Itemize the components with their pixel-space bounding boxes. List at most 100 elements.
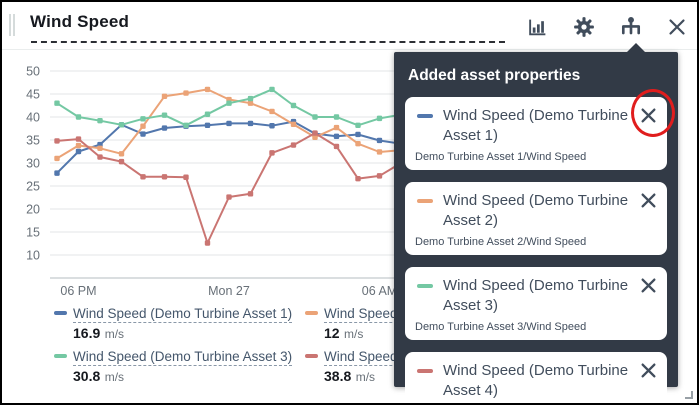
data-point: [54, 155, 60, 162]
data-point: [333, 114, 340, 120]
y-axis-tick-label: 50: [26, 65, 40, 79]
data-point: [269, 150, 275, 156]
data-point: [161, 125, 168, 131]
legend-label[interactable]: Wind Speed (Demo Turbine Asset 3): [73, 349, 293, 366]
data-point: [226, 194, 232, 200]
data-point: [183, 122, 189, 128]
data-point: [183, 90, 189, 96]
data-point: [376, 173, 383, 179]
legend-unit: m/s: [344, 327, 364, 341]
y-axis-tick-label: 25: [26, 180, 40, 194]
resize-handle[interactable]: [685, 391, 693, 399]
remove-property-button[interactable]: [638, 190, 659, 211]
wind-speed-chart[interactable]: 10 15 20 25 30 35 40 45 50 06 PM Mon 27 06 AM: [2, 55, 397, 305]
widget-drag-handle[interactable]: [9, 14, 17, 36]
settings-gear-icon[interactable]: [571, 14, 597, 40]
series-line: [56, 88, 397, 127]
data-point: [355, 122, 361, 128]
data-point: [118, 122, 125, 128]
asset-property-path: Demo Turbine Asset 2/Wind Speed: [415, 236, 587, 248]
data-point: [290, 121, 297, 128]
x-axis-tick-label: Mon 27: [208, 284, 250, 298]
legend-unit: m/s: [104, 370, 125, 384]
data-point: [355, 140, 361, 147]
series-color-dash: [54, 311, 67, 315]
data-point: [376, 137, 383, 144]
data-point: [226, 120, 232, 127]
asset-property-card: Wind Speed (Demo Turbine Asset 4) Demo T…: [405, 352, 667, 403]
series-color-dash: [54, 354, 67, 358]
data-point: [290, 142, 297, 148]
data-point: [75, 148, 82, 155]
data-point: [247, 191, 254, 197]
bar-chart-icon[interactable]: [525, 15, 550, 40]
title-underline: [31, 41, 505, 43]
data-point: [269, 108, 275, 115]
data-point: [97, 154, 103, 160]
close-icon[interactable]: [665, 15, 689, 39]
y-axis-tick-label: 30: [26, 157, 40, 171]
data-point: [247, 95, 254, 102]
widget-title[interactable]: Wind Speed: [30, 12, 130, 31]
series-color-dash: [417, 284, 433, 288]
data-point: [118, 151, 125, 157]
data-point: [140, 123, 146, 129]
data-point: [355, 131, 361, 138]
legend-unit: m/s: [355, 370, 376, 384]
data-point: [376, 149, 383, 155]
data-point: [75, 142, 82, 149]
asset-property-label: Wind Speed (Demo Turbine Asset 3): [443, 277, 629, 314]
data-point: [140, 174, 146, 180]
data-point: [204, 111, 211, 117]
remove-property-button[interactable]: [638, 275, 659, 296]
data-point: [75, 136, 82, 142]
legend-value: 38.8: [324, 368, 352, 384]
remove-property-button[interactable]: [638, 360, 659, 381]
data-point: [183, 174, 189, 180]
data-point: [161, 174, 168, 180]
data-point: [355, 175, 361, 182]
data-point: [269, 86, 275, 93]
series-color-dash: [417, 114, 433, 118]
data-point: [204, 122, 211, 128]
data-point: [312, 134, 318, 140]
data-point: [161, 93, 168, 99]
asset-property-card: Wind Speed (Demo Turbine Asset 2) Demo T…: [405, 182, 667, 255]
series-color-dash: [305, 354, 318, 358]
legend-value: 12: [324, 325, 340, 341]
data-point: [204, 86, 211, 93]
data-point: [333, 124, 340, 131]
x-axis-tick-label: 06 AM: [362, 284, 397, 298]
data-point: [226, 100, 232, 106]
legend-item: Wind Speed (Demo Turbine Asset 3) 30.8 m…: [54, 348, 305, 386]
data-point: [75, 114, 82, 120]
y-axis-tick-label: 10: [26, 249, 40, 263]
asset-property-label: Wind Speed (Demo Turbine Asset 4): [443, 362, 629, 399]
data-point: [54, 100, 60, 106]
data-point: [161, 112, 168, 118]
data-point: [333, 133, 340, 140]
y-axis-tick-label: 15: [26, 226, 40, 240]
series-color-dash: [305, 311, 318, 315]
remove-property-button[interactable]: [638, 105, 659, 126]
asset-property-card: Wind Speed (Demo Turbine Asset 3) Demo T…: [405, 267, 667, 340]
y-axis-tick-label: 45: [26, 88, 40, 102]
asset-tree-icon[interactable]: [618, 14, 644, 40]
data-point: [54, 138, 60, 144]
data-point: [54, 170, 60, 176]
y-axis-tick-label: 40: [26, 111, 40, 125]
data-point: [140, 116, 146, 122]
data-point: [247, 100, 254, 106]
panel-title: Added asset properties: [408, 67, 581, 84]
legend-label[interactable]: Wind Speed (Demo Turbine Asset 1): [73, 306, 293, 323]
legend-value: 30.8: [73, 368, 101, 384]
data-point: [97, 145, 103, 151]
data-point: [312, 114, 318, 120]
series-color-dash: [417, 199, 433, 203]
asset-property-path: Demo Turbine Asset 1/Wind Speed: [415, 151, 587, 163]
added-asset-properties-panel: Added asset properties Wind Speed (Demo …: [394, 43, 678, 403]
x-axis-tick-label: 06 PM: [60, 284, 96, 298]
data-point: [312, 130, 318, 136]
asset-property-label: Wind Speed (Demo Turbine Asset 2): [443, 192, 629, 229]
